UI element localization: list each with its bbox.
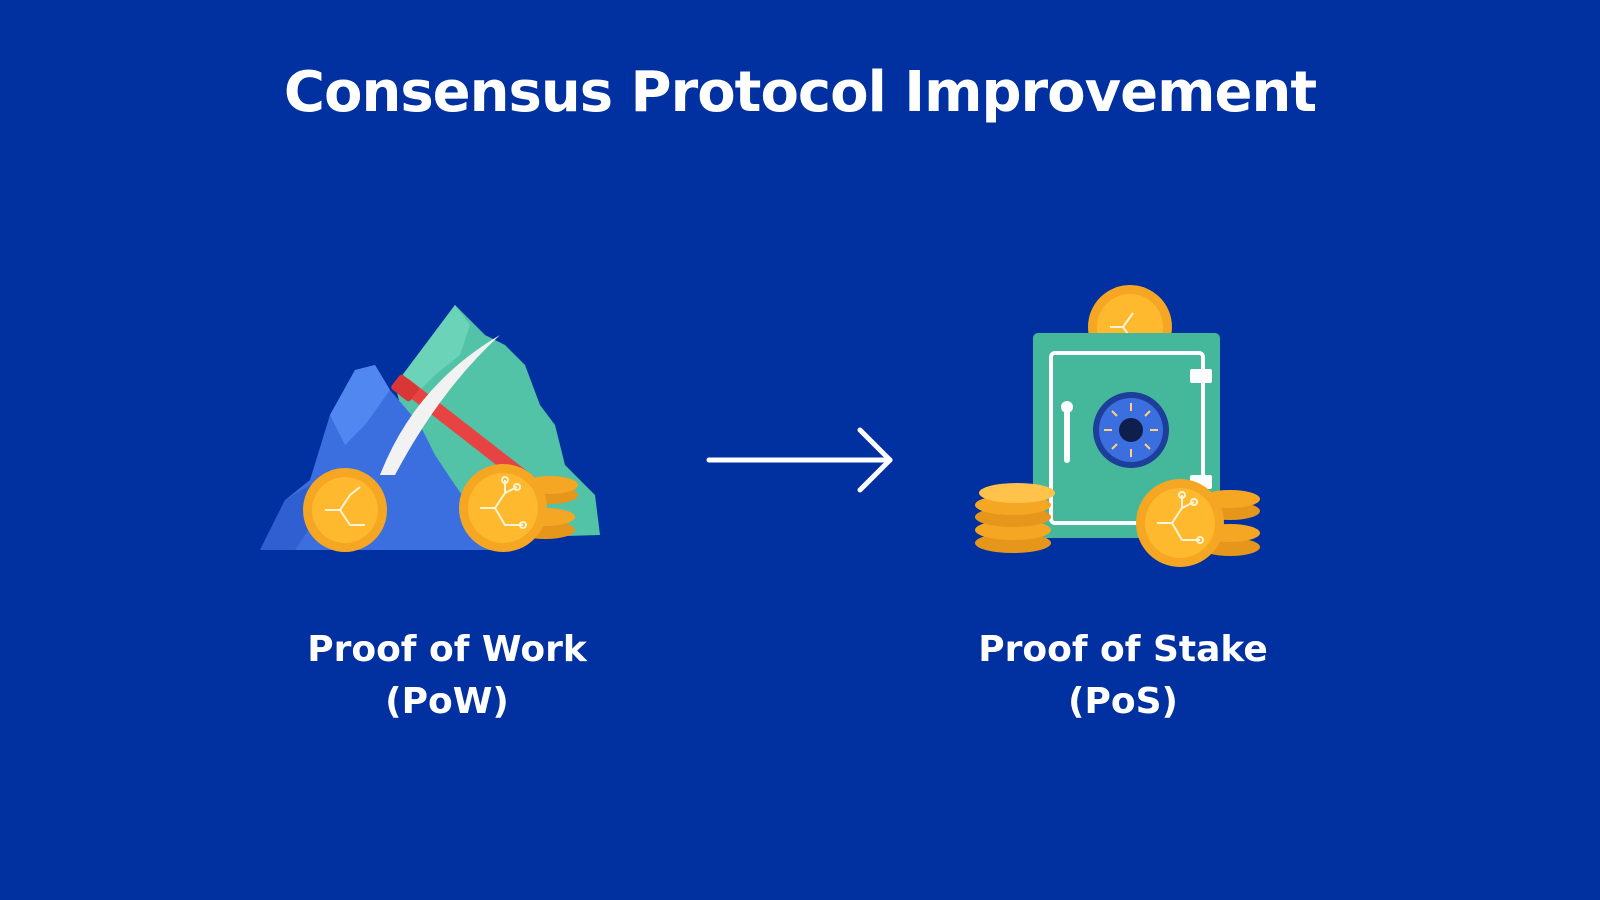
pos-label: Proof of Stake (PoS) bbox=[913, 624, 1333, 728]
pos-label-name: Proof of Stake bbox=[978, 629, 1268, 670]
pow-label: Proof of Work (PoW) bbox=[237, 624, 657, 728]
pow-label-abbr: (PoW) bbox=[385, 681, 509, 722]
pos-label-abbr: (PoS) bbox=[1068, 681, 1178, 722]
mining-pickaxe-icon bbox=[260, 305, 600, 552]
page-title: Consensus Protocol Improvement bbox=[283, 60, 1317, 125]
safe-with-coins-icon bbox=[975, 285, 1260, 567]
arrow-right-icon bbox=[706, 427, 893, 493]
pow-label-name: Proof of Work bbox=[307, 629, 587, 670]
